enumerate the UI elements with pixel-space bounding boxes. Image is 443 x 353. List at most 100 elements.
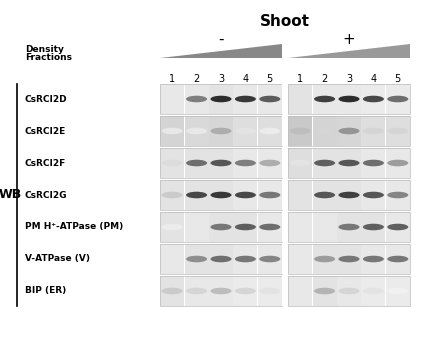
Bar [282,148,288,178]
Text: CsRCI2E: CsRCI2E [25,126,66,136]
Ellipse shape [314,160,335,166]
Text: 4: 4 [242,74,249,84]
Bar [209,84,233,114]
Text: -: - [218,32,224,47]
Bar [361,180,385,210]
Text: PM H⁺-ATPase (PM): PM H⁺-ATPase (PM) [25,222,123,232]
Text: 3: 3 [218,74,224,84]
Ellipse shape [290,256,311,262]
Bar [160,244,184,274]
Ellipse shape [363,96,384,102]
Ellipse shape [387,288,408,294]
Ellipse shape [338,224,360,230]
Ellipse shape [314,288,335,294]
Bar [160,276,184,306]
Bar [258,148,282,178]
Bar [288,84,312,114]
Bar [282,84,288,114]
Bar [160,84,184,114]
Bar [288,116,410,146]
Ellipse shape [363,224,384,230]
Bar [361,84,385,114]
Bar [160,180,184,210]
Ellipse shape [186,256,207,262]
Bar [288,180,410,210]
Ellipse shape [338,192,360,198]
Bar [337,84,361,114]
Text: +: + [342,32,355,47]
Ellipse shape [338,288,360,294]
Bar [233,84,257,114]
Bar [282,244,288,274]
Ellipse shape [186,192,207,198]
Ellipse shape [162,160,183,166]
Text: WB: WB [0,189,22,202]
Text: CsRCI2F: CsRCI2F [25,158,66,168]
Bar [160,116,282,146]
Bar [258,276,282,306]
Text: 5: 5 [395,74,401,84]
Ellipse shape [210,288,232,294]
Ellipse shape [259,192,280,198]
Ellipse shape [363,288,384,294]
Bar [313,180,337,210]
Bar [313,212,337,242]
Ellipse shape [314,192,335,198]
Bar [209,212,233,242]
Bar [313,244,337,274]
Ellipse shape [186,96,207,102]
Ellipse shape [387,160,408,166]
Bar [258,180,282,210]
Bar [337,276,361,306]
Bar [361,276,385,306]
Bar [209,148,233,178]
Bar [282,212,288,242]
Ellipse shape [363,128,384,134]
Text: Shoot: Shoot [260,14,310,29]
Bar [233,148,257,178]
Ellipse shape [314,96,335,102]
Bar [313,276,337,306]
Ellipse shape [162,288,183,294]
Text: BIP (ER): BIP (ER) [25,287,66,295]
Bar [288,212,312,242]
Ellipse shape [235,256,256,262]
Ellipse shape [210,160,232,166]
Text: 2: 2 [322,74,328,84]
Bar [185,244,209,274]
Ellipse shape [338,160,360,166]
Ellipse shape [210,192,232,198]
Ellipse shape [235,224,256,230]
Ellipse shape [210,96,232,102]
Ellipse shape [259,224,280,230]
Text: 2: 2 [194,74,200,84]
Ellipse shape [259,256,280,262]
Ellipse shape [387,224,408,230]
Bar [386,84,410,114]
Text: 5: 5 [267,74,273,84]
Ellipse shape [186,224,207,230]
Bar [160,148,282,178]
Bar [386,148,410,178]
Text: Density: Density [25,45,64,54]
Ellipse shape [210,128,232,134]
Ellipse shape [162,128,183,134]
Ellipse shape [259,288,280,294]
Polygon shape [288,44,410,58]
Bar [185,116,209,146]
Bar [361,244,385,274]
Ellipse shape [290,128,311,134]
Bar [313,148,337,178]
Text: 3: 3 [346,74,352,84]
Bar [337,116,361,146]
Bar [386,116,410,146]
Bar [209,244,233,274]
Ellipse shape [314,256,335,262]
Ellipse shape [387,192,408,198]
Text: CsRCI2D: CsRCI2D [25,95,68,103]
Bar [233,276,257,306]
Ellipse shape [235,160,256,166]
Bar [337,148,361,178]
Bar [209,276,233,306]
Bar [313,116,337,146]
